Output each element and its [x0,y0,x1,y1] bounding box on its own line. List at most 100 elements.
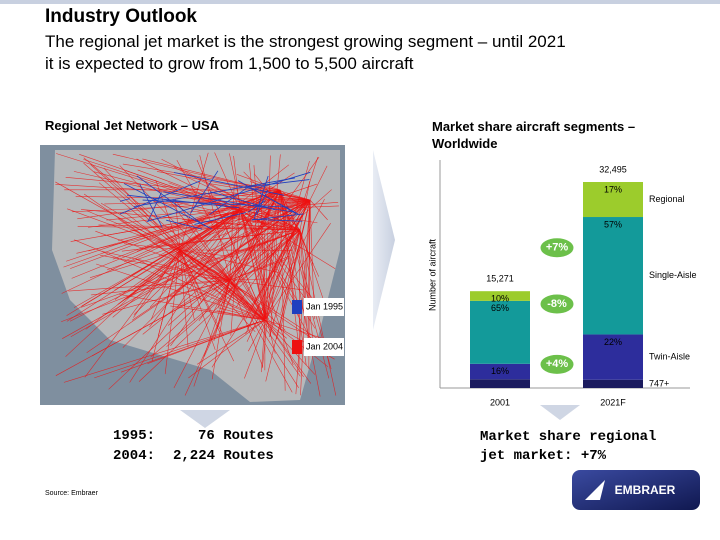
delta-badge [539,237,575,259]
route-line [84,249,181,378]
route-line [170,279,231,298]
route-line [179,249,189,347]
route-line [262,189,281,369]
route-line [239,209,327,316]
delta-badge [539,353,575,375]
route-line [163,191,295,213]
route-line [190,170,219,214]
route-line [247,201,266,321]
delta-label: +4% [546,358,569,370]
route-line [229,189,332,281]
route-line [179,249,279,273]
route-line [98,182,181,251]
route-line [264,160,310,321]
route-line [182,219,301,231]
bar-segment [583,217,643,335]
top-rule [0,0,720,4]
route-line [119,198,130,202]
route-line [126,194,240,209]
route-line [265,199,311,382]
route-line [173,279,231,389]
chart-note: Market share regional jet market: +7% [480,429,657,464]
route-line [106,199,311,271]
route-line [157,249,181,284]
route-line [164,249,181,375]
map-title: Regional Jet Network – USA [45,118,220,133]
legend-box [304,298,344,316]
bar-segment [583,182,643,218]
route-line [253,175,269,219]
route-line [159,189,281,233]
route-line [194,246,231,281]
route-line [260,191,266,321]
route-line [239,209,316,329]
routes-count: 2,224 Routes [173,448,274,464]
route-line [236,174,281,191]
value-label: 17% [604,184,622,194]
route-line [149,209,241,308]
total-label: 32,495 [599,164,627,174]
logo-icon [585,480,605,500]
total-label: 15,271 [486,274,514,284]
route-line [216,205,266,321]
route-line [133,209,241,315]
subtitle: it is expected to grow from 1,500 to 5,5… [45,54,414,73]
route-line [264,198,325,321]
route-line [79,154,241,211]
route-line [211,229,301,368]
bar-segment [583,334,643,380]
route-line [211,209,241,380]
route-line [264,319,312,384]
value-label: 65% [491,303,509,313]
route-line [239,209,276,354]
route-line [309,165,328,201]
route-line [188,319,266,379]
route-line [177,229,301,308]
bar-segment [470,379,530,388]
route-line [63,319,266,383]
route-line [300,199,311,396]
route-line [96,263,266,321]
route-line [135,258,266,321]
route-line [108,199,311,390]
route-line [65,249,181,357]
logo [572,470,700,510]
route-line [119,180,201,215]
route-line [173,172,285,196]
legend-label: Regional [649,194,685,204]
route-line [61,229,301,323]
route-line [307,199,311,353]
route-line [309,199,328,221]
route-line [217,199,311,305]
route-line [264,199,311,288]
route-line [248,163,266,321]
route-line [279,189,307,366]
legend-label: Twin-Aisle [649,351,690,361]
legend-label: Single-Aisle [649,270,697,280]
route-line [179,249,248,307]
route-line [131,209,241,276]
route-line [179,249,202,303]
legend-label: Jan 2004 [306,341,343,351]
bar-segment [583,379,643,388]
route-line [209,185,251,215]
bar-segment [470,291,530,301]
value-label: 16% [491,366,509,376]
route-line [229,279,293,393]
value-label: 10% [491,294,509,304]
route-line [139,183,163,228]
route-line [71,209,241,279]
bar-segment [470,300,530,364]
route-line [103,167,181,251]
route-line [230,252,266,321]
route-line [185,246,231,281]
route-line [245,199,311,320]
delta-label: +7% [546,242,569,254]
route-line [179,249,235,362]
legend-label: 747+ [649,378,669,388]
x-tick-label: 2021F [600,397,626,407]
route-line [264,319,316,375]
route-line [254,189,299,215]
legend-box [304,338,344,356]
route-line [122,163,281,191]
